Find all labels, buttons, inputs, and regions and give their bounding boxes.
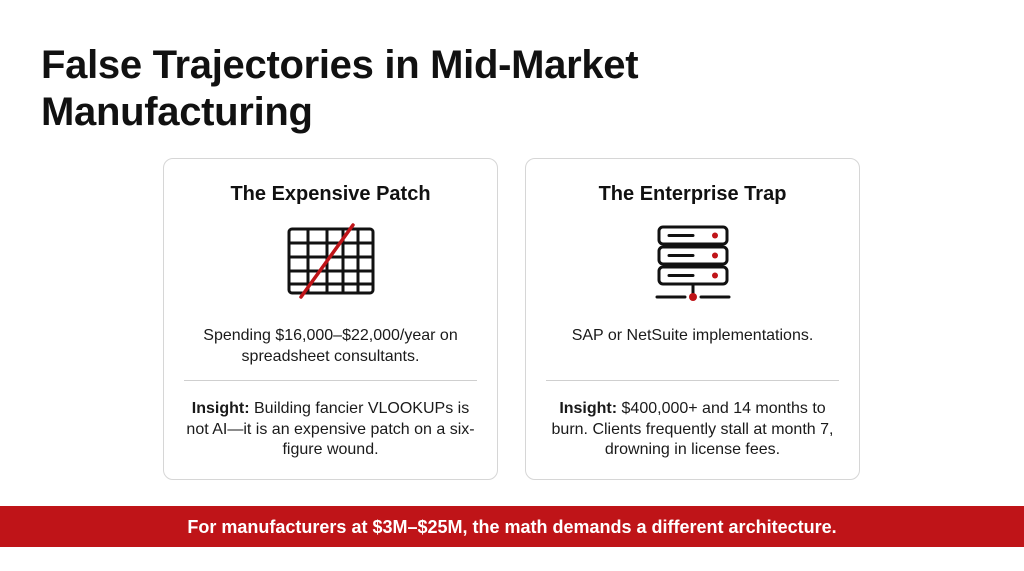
card-enterprise-trap: The Enterprise Trap SAP or NetSuite i (525, 158, 860, 480)
card-title: The Expensive Patch (230, 183, 431, 205)
card-description: SAP or NetSuite implementations. (571, 327, 814, 344)
card-insight: Insight: $400,000+ and 14 months to burn… (546, 399, 839, 461)
insight-text: Building fancier VLOOKUPs is not AI—it i… (186, 400, 475, 458)
insight-label: Insight: (559, 400, 618, 417)
card-insight: Insight: Building fancier VLOOKUPs is no… (184, 399, 477, 461)
insight-label: Insight: (191, 400, 250, 417)
insight-text: $400,000+ and 14 months to burn. Clients… (551, 400, 834, 458)
card-divider (546, 380, 839, 381)
card-divider (184, 380, 477, 381)
card-title: The Enterprise Trap (598, 183, 787, 205)
server-rack-icon (653, 223, 733, 308)
conclusion-banner: For manufacturers at $3M–$25M, the math … (0, 506, 1024, 547)
banner-text: For manufacturers at $3M–$25M, the math … (187, 516, 837, 537)
card-description: Spending $16,000–$22,000/year on spreads… (203, 327, 458, 365)
card-expensive-patch: The Expensive Patch Spending $16,000–$22… (163, 158, 498, 480)
crossed-out-spreadsheet-icon (286, 223, 376, 304)
slide-title: False Trajectories in Mid-Market Manufac… (41, 43, 639, 134)
